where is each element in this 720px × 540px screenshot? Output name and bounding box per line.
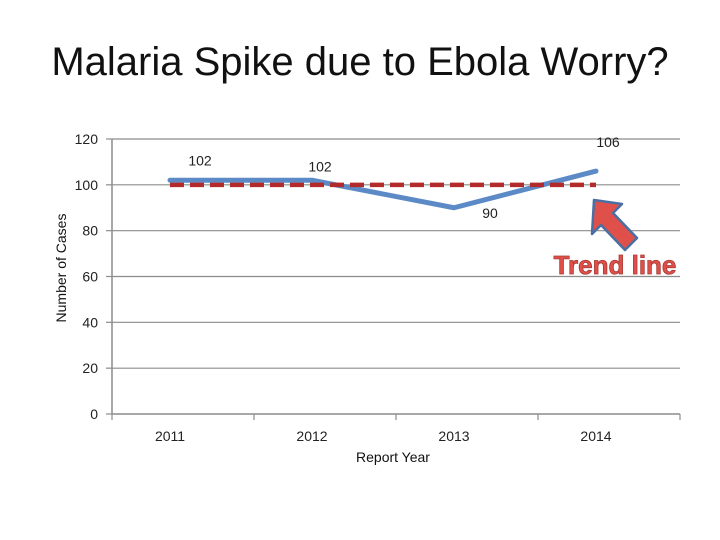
callout-arrow-icon bbox=[590, 198, 639, 252]
data-label-2013: 90 bbox=[482, 205, 498, 221]
series bbox=[167, 168, 599, 211]
y-tick-label: 20 bbox=[82, 360, 98, 376]
axes bbox=[111, 139, 680, 415]
data-labels: 102 102 90 106 bbox=[188, 134, 620, 221]
y-axis-title: Number of Cases bbox=[53, 214, 69, 323]
y-tick-label: 100 bbox=[75, 177, 99, 193]
x-tick-labels: 2011 2012 2013 2014 bbox=[155, 428, 612, 444]
y-tick-label: 60 bbox=[82, 269, 98, 285]
callout-trend-line-label: Trend line bbox=[554, 250, 677, 280]
x-tick-label-2013: 2013 bbox=[438, 428, 469, 444]
y-tick-label: 40 bbox=[82, 314, 98, 330]
series-line-cases bbox=[167, 168, 599, 211]
data-label-2012: 102 bbox=[308, 158, 332, 174]
y-tick-label: 80 bbox=[82, 223, 98, 239]
x-axis-title: Report Year bbox=[356, 449, 430, 465]
y-tick-label: 120 bbox=[75, 131, 99, 147]
slide-title: Malaria Spike due to Ebola Worry? bbox=[51, 40, 669, 84]
y-tick-labels: 0 20 40 60 80 100 120 bbox=[75, 131, 99, 422]
x-tick-label-2014: 2014 bbox=[580, 428, 611, 444]
x-tick-label-2012: 2012 bbox=[296, 428, 327, 444]
x-tick-label-2011: 2011 bbox=[155, 428, 185, 444]
data-label-2014: 106 bbox=[596, 134, 620, 150]
data-label-2011: 102 bbox=[188, 152, 212, 168]
y-tick-label: 0 bbox=[90, 406, 98, 422]
